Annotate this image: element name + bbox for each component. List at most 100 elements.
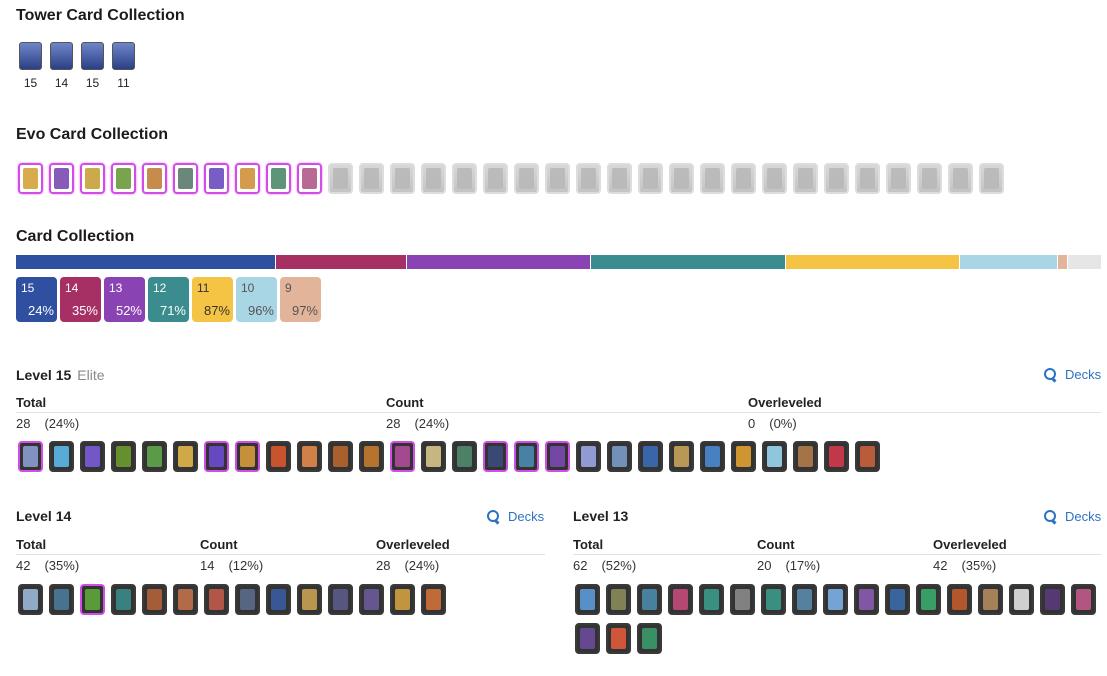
evo-card-locked[interactable] <box>824 163 849 194</box>
card[interactable] <box>359 441 384 472</box>
card[interactable] <box>328 584 353 615</box>
card[interactable] <box>173 441 198 472</box>
card[interactable] <box>49 441 74 472</box>
card[interactable] <box>111 584 136 615</box>
card[interactable] <box>669 441 694 472</box>
tower-card[interactable]: 15 <box>18 42 43 90</box>
card[interactable] <box>390 441 415 472</box>
card[interactable] <box>824 441 849 472</box>
card[interactable] <box>700 441 725 472</box>
card[interactable] <box>452 441 477 472</box>
card[interactable] <box>730 584 755 615</box>
evo-card-owned[interactable] <box>142 163 167 194</box>
card[interactable] <box>854 584 879 615</box>
card[interactable] <box>359 584 384 615</box>
card[interactable] <box>699 584 724 615</box>
evo-card-locked[interactable] <box>917 163 942 194</box>
evo-card-owned[interactable] <box>49 163 74 194</box>
card[interactable] <box>792 584 817 615</box>
card[interactable] <box>235 441 260 472</box>
evo-card-locked[interactable] <box>700 163 725 194</box>
card[interactable] <box>514 441 539 472</box>
evo-card-locked[interactable] <box>948 163 973 194</box>
card[interactable] <box>638 441 663 472</box>
evo-card-locked[interactable] <box>328 163 353 194</box>
level-badge[interactable]: 9 97% <box>280 277 321 322</box>
evo-card-locked[interactable] <box>545 163 570 194</box>
card[interactable] <box>823 584 848 615</box>
evo-card-locked[interactable] <box>483 163 508 194</box>
evo-card-owned[interactable] <box>173 163 198 194</box>
evo-card-owned[interactable] <box>235 163 260 194</box>
tower-card[interactable]: 11 <box>111 42 136 90</box>
card[interactable] <box>1009 584 1034 615</box>
level-badge[interactable]: 13 52% <box>104 277 145 322</box>
card[interactable] <box>1071 584 1096 615</box>
evo-card-locked[interactable] <box>731 163 756 194</box>
level-badge[interactable]: 12 71% <box>148 277 189 322</box>
evo-card-owned[interactable] <box>266 163 291 194</box>
level-badge[interactable]: 10 96% <box>236 277 277 322</box>
level-badge[interactable]: 15 24% <box>16 277 57 322</box>
card[interactable] <box>545 441 570 472</box>
evo-card-locked[interactable] <box>855 163 880 194</box>
card[interactable] <box>793 441 818 472</box>
card[interactable] <box>762 441 787 472</box>
card[interactable] <box>575 584 600 615</box>
card[interactable] <box>142 584 167 615</box>
tower-card[interactable]: 14 <box>49 42 74 90</box>
evo-card-owned[interactable] <box>297 163 322 194</box>
card[interactable] <box>297 441 322 472</box>
evo-card-locked[interactable] <box>638 163 663 194</box>
evo-card-owned[interactable] <box>111 163 136 194</box>
card[interactable] <box>637 584 662 615</box>
card[interactable] <box>390 584 415 615</box>
card[interactable] <box>80 584 105 615</box>
card[interactable] <box>668 584 693 615</box>
card[interactable] <box>947 584 972 615</box>
evo-card-owned[interactable] <box>204 163 229 194</box>
card[interactable] <box>142 441 167 472</box>
card[interactable] <box>885 584 910 615</box>
card[interactable] <box>421 441 446 472</box>
level-15-decks-link[interactable]: Decks <box>1044 367 1101 382</box>
card[interactable] <box>916 584 941 615</box>
card[interactable] <box>1040 584 1065 615</box>
level-badge[interactable]: 11 87% <box>192 277 233 322</box>
card[interactable] <box>606 623 631 654</box>
card[interactable] <box>607 441 632 472</box>
evo-card-locked[interactable] <box>514 163 539 194</box>
card[interactable] <box>266 584 291 615</box>
level-14-decks-link[interactable]: Decks <box>487 509 544 524</box>
evo-card-locked[interactable] <box>669 163 694 194</box>
card[interactable] <box>266 441 291 472</box>
evo-card-owned[interactable] <box>18 163 43 194</box>
evo-card-locked[interactable] <box>886 163 911 194</box>
tower-card[interactable]: 15 <box>80 42 105 90</box>
card[interactable] <box>297 584 322 615</box>
card[interactable] <box>204 441 229 472</box>
card[interactable] <box>978 584 1003 615</box>
card[interactable] <box>111 441 136 472</box>
card[interactable] <box>80 441 105 472</box>
evo-card-locked[interactable] <box>452 163 477 194</box>
level-13-decks-link[interactable]: Decks <box>1044 509 1101 524</box>
card[interactable] <box>49 584 74 615</box>
card[interactable] <box>204 584 229 615</box>
evo-card-locked[interactable] <box>421 163 446 194</box>
card[interactable] <box>328 441 353 472</box>
evo-card-locked[interactable] <box>607 163 632 194</box>
card[interactable] <box>575 623 600 654</box>
evo-card-locked[interactable] <box>576 163 601 194</box>
evo-card-locked[interactable] <box>359 163 384 194</box>
card[interactable] <box>235 584 260 615</box>
card[interactable] <box>18 441 43 472</box>
evo-card-locked[interactable] <box>793 163 818 194</box>
card[interactable] <box>731 441 756 472</box>
evo-card-owned[interactable] <box>80 163 105 194</box>
card[interactable] <box>173 584 198 615</box>
card[interactable] <box>18 584 43 615</box>
card[interactable] <box>761 584 786 615</box>
evo-card-locked[interactable] <box>762 163 787 194</box>
card[interactable] <box>637 623 662 654</box>
